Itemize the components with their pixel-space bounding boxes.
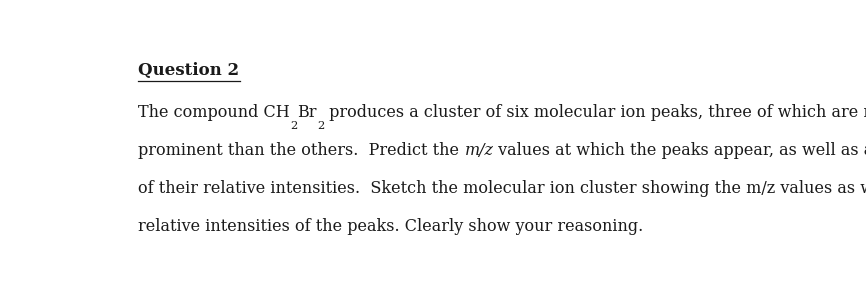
Text: relative intensities of the peaks. Clearly show your reasoning.: relative intensities of the peaks. Clear… (139, 218, 643, 235)
Text: The compound CH: The compound CH (139, 104, 290, 122)
Text: Br: Br (297, 104, 317, 122)
Text: values at which the peaks appear, as well as an estimate: values at which the peaks appear, as wel… (494, 142, 866, 160)
Text: prominent than the others.  Predict the: prominent than the others. Predict the (139, 142, 464, 160)
Text: m/z: m/z (464, 142, 494, 160)
Text: produces a cluster of six molecular ion peaks, three of which are more: produces a cluster of six molecular ion … (324, 104, 866, 122)
Text: 2: 2 (317, 121, 324, 130)
Text: 2: 2 (290, 121, 297, 130)
Text: of their relative intensities.  Sketch the molecular ion cluster showing the m/z: of their relative intensities. Sketch th… (139, 180, 866, 197)
Text: Question 2: Question 2 (139, 61, 240, 79)
